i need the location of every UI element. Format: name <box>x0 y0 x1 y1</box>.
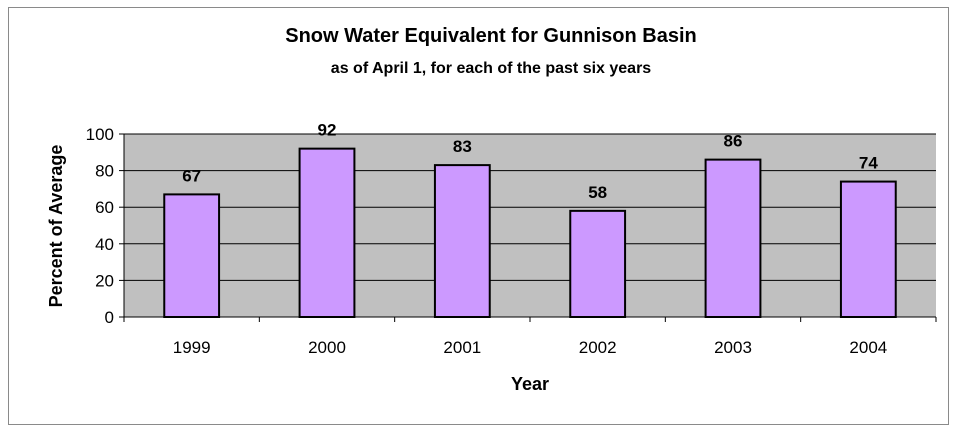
chart-title: Snow Water Equivalent for Gunnison Basin <box>285 25 697 47</box>
data-label: 92 <box>318 121 337 140</box>
y-tick-label: 0 <box>105 308 114 327</box>
y-tick-label: 100 <box>86 125 114 144</box>
bar <box>841 182 896 317</box>
y-axis-title: Percent of Average <box>46 145 66 308</box>
data-label: 74 <box>859 154 878 173</box>
x-tick-label: 2003 <box>714 338 752 357</box>
x-tick-label: 2004 <box>849 338 887 357</box>
data-label: 86 <box>724 132 743 151</box>
x-tick-label: 2001 <box>443 338 481 357</box>
bar <box>164 194 219 317</box>
data-label: 67 <box>182 166 201 185</box>
data-label: 58 <box>588 183 607 202</box>
plot-area <box>124 134 936 317</box>
x-axis-title: Year <box>511 374 549 394</box>
y-tick-label: 80 <box>95 162 114 181</box>
y-tick-label: 60 <box>95 198 114 217</box>
bar <box>570 211 625 317</box>
bar <box>706 160 761 317</box>
y-tick-label: 40 <box>95 235 114 254</box>
x-tick-label: 2000 <box>308 338 346 357</box>
x-tick-label: 1999 <box>173 338 211 357</box>
data-label: 83 <box>453 137 472 156</box>
bar <box>435 165 490 317</box>
x-tick-label: 2002 <box>579 338 617 357</box>
y-tick-label: 20 <box>95 271 114 290</box>
bar <box>300 149 355 317</box>
chart-subtitle: as of April 1, for each of the past six … <box>331 60 652 77</box>
